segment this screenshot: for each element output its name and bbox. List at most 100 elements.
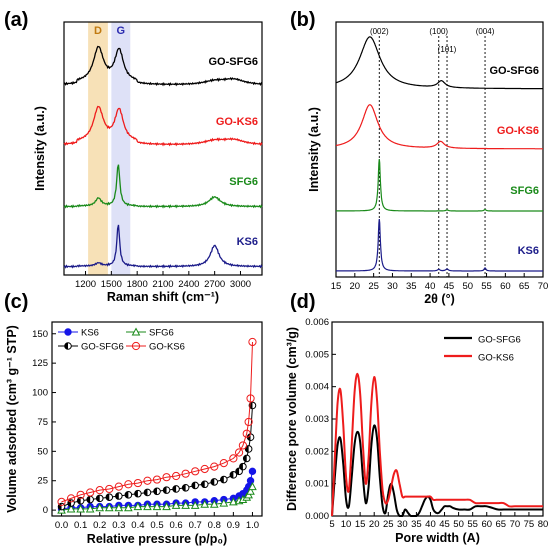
- data-point-sfg6: [85, 504, 95, 513]
- x-tick-label: 2100: [152, 279, 173, 290]
- x-tick-label: 3000: [230, 279, 251, 290]
- data-point-go-ks6: [242, 429, 251, 438]
- data-point-go-ks6: [171, 471, 181, 481]
- data-point-sfg6: [124, 503, 133, 512]
- marker-half: [115, 492, 119, 500]
- x-tick-label: 2400: [178, 279, 199, 290]
- x-tick-label: 1800: [127, 279, 148, 290]
- data-point-sfg6: [152, 502, 162, 511]
- data-point-ks6: [248, 467, 257, 476]
- x-tick-label: 5: [329, 519, 334, 530]
- pore-line-go-sfg6: [331, 424, 543, 518]
- x-tick-label: 65: [519, 281, 530, 292]
- x-tick-label: 2700: [204, 279, 225, 290]
- marker-half: [163, 486, 167, 494]
- isotherm-line-go-ks6: [61, 341, 253, 503]
- data-point-go-sfg6: [220, 475, 228, 484]
- y-tick-label: 50: [37, 446, 48, 457]
- legend: GO-SFG6 GO-KS6: [444, 335, 521, 364]
- x-tick-label: 0.0: [55, 520, 68, 531]
- y-tick-label: 75: [37, 417, 48, 428]
- data-point-go-ks6: [210, 462, 219, 471]
- data-point-go-sfg6: [172, 485, 180, 493]
- data-point-go-sfg6: [191, 481, 199, 490]
- data-point-go-ks6: [181, 469, 190, 478]
- y-tick-label: 0.002: [305, 446, 329, 457]
- x-tick-label: 70: [538, 281, 549, 292]
- data-point-go-ks6: [234, 448, 244, 457]
- x-axis-label: 2θ (°): [424, 292, 455, 306]
- x-tick-label: 0.4: [131, 520, 144, 531]
- y-tick-label: 25: [37, 476, 48, 487]
- data-point-go-sfg6: [105, 493, 114, 501]
- data-point-go-sfg6: [86, 495, 94, 504]
- data-point-go-sfg6: [248, 401, 257, 410]
- ref-line-label: (101): [438, 45, 457, 54]
- legend-marker-go-sfg6: [64, 342, 72, 350]
- band-label-g: G: [117, 25, 126, 37]
- x-tick-label: 0.7: [189, 520, 202, 531]
- data-point-go-ks6: [124, 480, 133, 489]
- xrd-line-go-sfg6: [335, 36, 543, 90]
- x-tick-label: 25: [368, 281, 379, 292]
- legend-label: GO-KS6: [149, 342, 185, 353]
- x-tick-label: 0.5: [150, 520, 163, 531]
- marker-half: [64, 342, 68, 350]
- series-label-go-sfg6: GO-SFG6: [489, 65, 539, 77]
- band-label-d: D: [94, 25, 102, 37]
- x-tick-label: 15: [355, 519, 366, 530]
- panel-label-c: (c): [4, 291, 28, 313]
- marker-half: [239, 463, 243, 470]
- data-point-ks6: [246, 477, 255, 485]
- marker-half: [96, 495, 100, 502]
- panel-label-b: (b): [290, 9, 316, 31]
- x-tick-label: 65: [496, 519, 507, 530]
- ref-line-label: (100): [429, 27, 448, 36]
- data-point-sfg6: [133, 502, 143, 511]
- data-point-go-ks6: [162, 473, 171, 482]
- data-point-go-ks6: [105, 484, 114, 494]
- x-axis-label: Raman shift (cm⁻¹): [107, 290, 219, 304]
- x-tick-label: 45: [444, 281, 455, 292]
- data-point-sfg6: [190, 500, 200, 509]
- y-tick-label: 0: [43, 505, 48, 516]
- marker-half: [144, 489, 148, 496]
- series-label-ks6: KS6: [237, 236, 258, 248]
- x-tick-label: 0.6: [169, 520, 182, 531]
- marker-half: [134, 490, 138, 497]
- x-tick-label: 75: [524, 519, 535, 530]
- data-point-go-sfg6: [200, 480, 209, 489]
- legend-marker-sfg6: [131, 327, 141, 336]
- data-point-go-sfg6: [244, 445, 253, 453]
- y-tick-label: 0.001: [305, 479, 329, 490]
- ref-line-label: (004): [476, 27, 495, 36]
- x-tick-label: 10: [341, 519, 352, 530]
- panel-b-xrd: (002) (100) (101) (004) 15 20 25 30 35 40 45 50 55 60…: [307, 21, 549, 306]
- x-tick-label: 0.3: [112, 520, 125, 531]
- data-point-sfg6: [248, 482, 257, 491]
- y-axis-label: Intensity (a.u.): [33, 106, 47, 191]
- series-label-go-ks6: GO-KS6: [216, 116, 258, 128]
- xrd-line-ks6: [336, 218, 543, 272]
- data-point-go-sfg6: [210, 478, 219, 486]
- marker-half: [235, 468, 240, 475]
- x-tick-label: 0.2: [93, 520, 106, 531]
- data-point-go-sfg6: [95, 494, 104, 503]
- y-tick-label: 0.006: [305, 317, 329, 328]
- x-tick-label: 0.9: [227, 520, 240, 531]
- x-tick-label: 60: [500, 281, 511, 292]
- raman-line-go-ks6: [63, 105, 263, 147]
- data-point-go-sfg6: [242, 454, 251, 463]
- x-tick-label: 30: [387, 281, 398, 292]
- x-tick-label: 50: [462, 281, 473, 292]
- y-axis-label: Volume adsorbed (cm³ g⁻¹ STP): [5, 325, 19, 513]
- data-point-go-sfg6: [181, 483, 190, 492]
- data-point-sfg6: [200, 499, 210, 508]
- xrd-line-sfg6: [336, 158, 543, 212]
- data-point-go-ks6: [114, 482, 123, 491]
- band-g: [111, 22, 131, 275]
- data-point-go-ks6: [76, 490, 85, 499]
- data-point-sfg6: [95, 503, 105, 512]
- marker-half: [77, 497, 81, 505]
